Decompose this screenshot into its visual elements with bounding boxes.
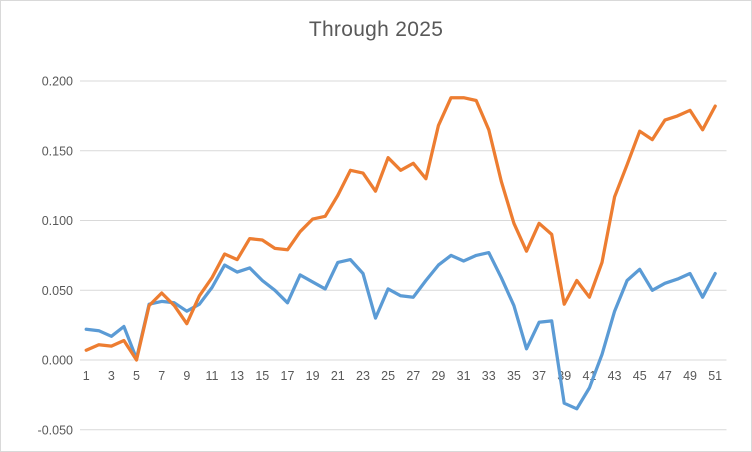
x-axis-tick-label: 5 <box>133 369 140 383</box>
y-axis-tick-label: 0.200 <box>42 75 73 89</box>
x-axis-tick-label: 25 <box>381 369 395 383</box>
y-axis-tick-label: 0.150 <box>42 144 73 158</box>
x-axis-tick-label: 19 <box>306 369 320 383</box>
y-axis-tick-label: -0.050 <box>38 423 73 437</box>
x-axis-tick-label: 45 <box>633 369 647 383</box>
x-axis-tick-label: 35 <box>507 369 521 383</box>
x-axis-tick-label: 27 <box>406 369 420 383</box>
x-axis-tick-label: 15 <box>255 369 269 383</box>
x-axis-tick-label: 7 <box>158 369 165 383</box>
x-axis-tick-label: 33 <box>482 369 496 383</box>
x-axis-tick-label: 47 <box>658 369 672 383</box>
x-axis-tick-label: 11 <box>206 369 219 383</box>
x-axis-tick-label: 49 <box>683 369 697 383</box>
y-axis-tick-label: 0.000 <box>42 354 73 368</box>
x-axis-tick-label: 31 <box>457 369 471 383</box>
x-axis-tick-label: 23 <box>356 369 370 383</box>
x-axis-tick-label: 9 <box>183 369 190 383</box>
x-axis-tick-label: 37 <box>532 369 546 383</box>
x-axis-tick-label: 51 <box>708 369 722 383</box>
x-axis-tick-label: 13 <box>230 369 244 383</box>
blue-series-line[interactable] <box>84 250 717 411</box>
x-axis-tick-label: 43 <box>608 369 622 383</box>
orange-series-line[interactable] <box>84 96 717 362</box>
y-axis-tick-label: 0.050 <box>42 284 73 298</box>
x-axis-tick-label: 3 <box>108 369 115 383</box>
x-axis-tick-label: 21 <box>331 369 345 383</box>
x-axis-tick-label: 1 <box>83 369 90 383</box>
x-axis-tick-label: 29 <box>431 369 445 383</box>
x-axis-tick-label: 17 <box>281 369 295 383</box>
y-axis-tick-label: 0.100 <box>42 214 73 228</box>
